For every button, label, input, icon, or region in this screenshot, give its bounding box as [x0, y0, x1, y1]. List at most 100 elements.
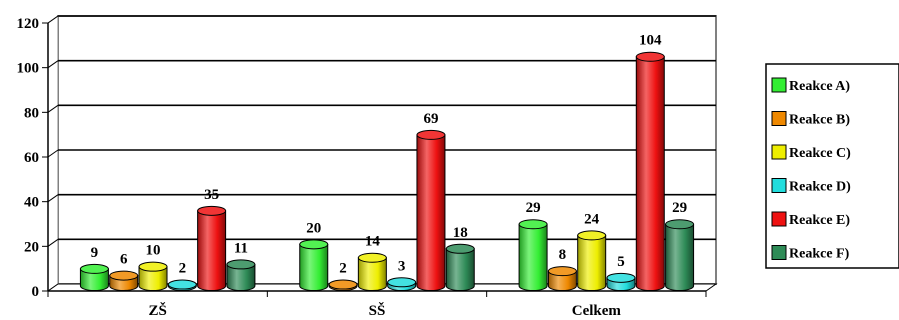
legend-label: Reakce B) — [789, 113, 850, 128]
bar-top — [109, 270, 139, 281]
bar-reakce-a-z — [79, 263, 109, 291]
bar-top — [665, 219, 695, 230]
bar-top — [518, 219, 548, 230]
bar-top — [357, 252, 387, 263]
bar-reakce-c-celkem — [577, 230, 607, 291]
gridline-side — [47, 149, 59, 158]
bar-body — [547, 270, 577, 291]
data-label: 5 — [617, 254, 625, 270]
bar-top — [197, 205, 227, 216]
legend-entry-reakce-b: Reakce B) — [771, 111, 850, 128]
legend-entry-reakce-a: Reakce A) — [771, 77, 850, 94]
gridline-side — [47, 15, 59, 24]
bar-top — [606, 272, 636, 283]
legend-box — [765, 63, 899, 269]
bar-body — [665, 223, 695, 291]
gridline-side — [47, 238, 59, 247]
bar-top — [445, 243, 475, 254]
bar-body — [518, 223, 548, 291]
legend-swatch — [771, 111, 787, 126]
legend-entry-reakce-c: Reakce C) — [771, 144, 851, 161]
data-label: 2 — [179, 261, 187, 277]
bar-reakce-a-celkem — [518, 219, 548, 291]
bar-reakce-f-s — [445, 243, 475, 291]
data-label: 2 — [339, 261, 347, 277]
legend-label: Reakce D) — [789, 180, 851, 195]
bar-reakce-d-s — [387, 277, 417, 291]
bar-reakce-d-celkem — [606, 272, 636, 291]
legend-label: Reakce C) — [789, 146, 851, 161]
bar-top — [299, 239, 329, 250]
x-category-label: SŠ — [369, 302, 386, 319]
bar-top — [226, 259, 256, 270]
y-tick-label: 40 — [24, 195, 39, 211]
bar-reakce-e-s — [416, 129, 446, 291]
gridline-side — [47, 60, 59, 69]
bar-body — [226, 263, 256, 291]
data-label: 24 — [584, 211, 600, 227]
legend-entry-reakce-f: Reakce F) — [771, 245, 850, 262]
legend-label: Reakce F) — [789, 247, 850, 262]
bars — [79, 51, 695, 291]
legend: Reakce A) Reakce B) Reakce C) Reakce D) Reak… — [765, 63, 899, 269]
legend-swatch — [771, 77, 787, 93]
bar-top — [387, 277, 417, 288]
legend-swatch — [771, 144, 787, 160]
data-label: 11 — [234, 240, 248, 256]
data-label: 14 — [365, 234, 381, 250]
bar-top — [328, 279, 358, 290]
bar-reakce-b-z — [109, 270, 139, 291]
gridline-side — [47, 194, 59, 203]
legend-entry-reakce-d: Reakce D) — [771, 178, 851, 195]
plot-frame — [46, 15, 718, 292]
data-label: 3 — [398, 258, 406, 274]
bar-top — [416, 129, 446, 140]
bar-body — [197, 210, 227, 291]
bar-body — [445, 248, 475, 291]
bar-reakce-d-z — [167, 279, 197, 291]
legend-swatch — [771, 178, 787, 193]
x-category-label: ZŠ — [148, 302, 166, 319]
bar-reakce-b-s — [328, 279, 358, 291]
bar-body — [79, 268, 109, 291]
legend-swatch — [771, 211, 787, 227]
y-tick-label: 100 — [17, 61, 40, 77]
data-label: 9 — [91, 245, 99, 261]
y-tick-label: 80 — [24, 105, 39, 121]
data-label: 29 — [672, 200, 687, 216]
legend-label: Reakce A) — [789, 79, 850, 94]
legend-swatch — [771, 245, 787, 260]
data-label: 6 — [120, 252, 128, 268]
bar-top — [635, 51, 665, 62]
legend-entry-reakce-e: Reakce E) — [771, 211, 850, 228]
bar-body — [416, 134, 446, 291]
bar-top — [138, 261, 168, 272]
x-axis: ZŠ SŠ Celkem — [47, 290, 707, 319]
bar-reakce-c-s — [357, 252, 387, 291]
data-label: 35 — [204, 187, 219, 203]
bar-body — [357, 257, 387, 291]
data-label: 104 — [639, 33, 662, 49]
y-tick-label: 60 — [24, 150, 39, 166]
data-labels: 9 6 10 2 35 11 20 2 14 3 69 18 29 8 24 5 104 29 — [91, 33, 687, 277]
data-label: 8 — [559, 247, 567, 263]
bar-body — [299, 243, 329, 291]
bar-body — [577, 234, 607, 291]
y-axis: 0 20 40 60 80 100 120 — [17, 16, 49, 300]
bar-reakce-b-celkem — [547, 266, 577, 291]
legend-label: Reakce E) — [789, 213, 850, 228]
y-tick-label: 120 — [17, 16, 40, 32]
bar-reakce-e-z — [197, 205, 227, 291]
bar-reakce-f-z — [226, 259, 256, 291]
data-label: 18 — [453, 225, 468, 241]
bar-top — [577, 230, 607, 241]
bar-reakce-c-z — [138, 261, 168, 291]
gridline-side — [47, 104, 59, 113]
bar-body — [138, 266, 168, 291]
bar-reakce-a-s — [299, 239, 329, 291]
data-label: 10 — [146, 243, 161, 259]
x-category-label: Celkem — [572, 303, 622, 319]
bar-top — [79, 263, 109, 274]
bar-reakce-e-celkem — [635, 51, 665, 291]
data-label: 29 — [526, 200, 541, 216]
